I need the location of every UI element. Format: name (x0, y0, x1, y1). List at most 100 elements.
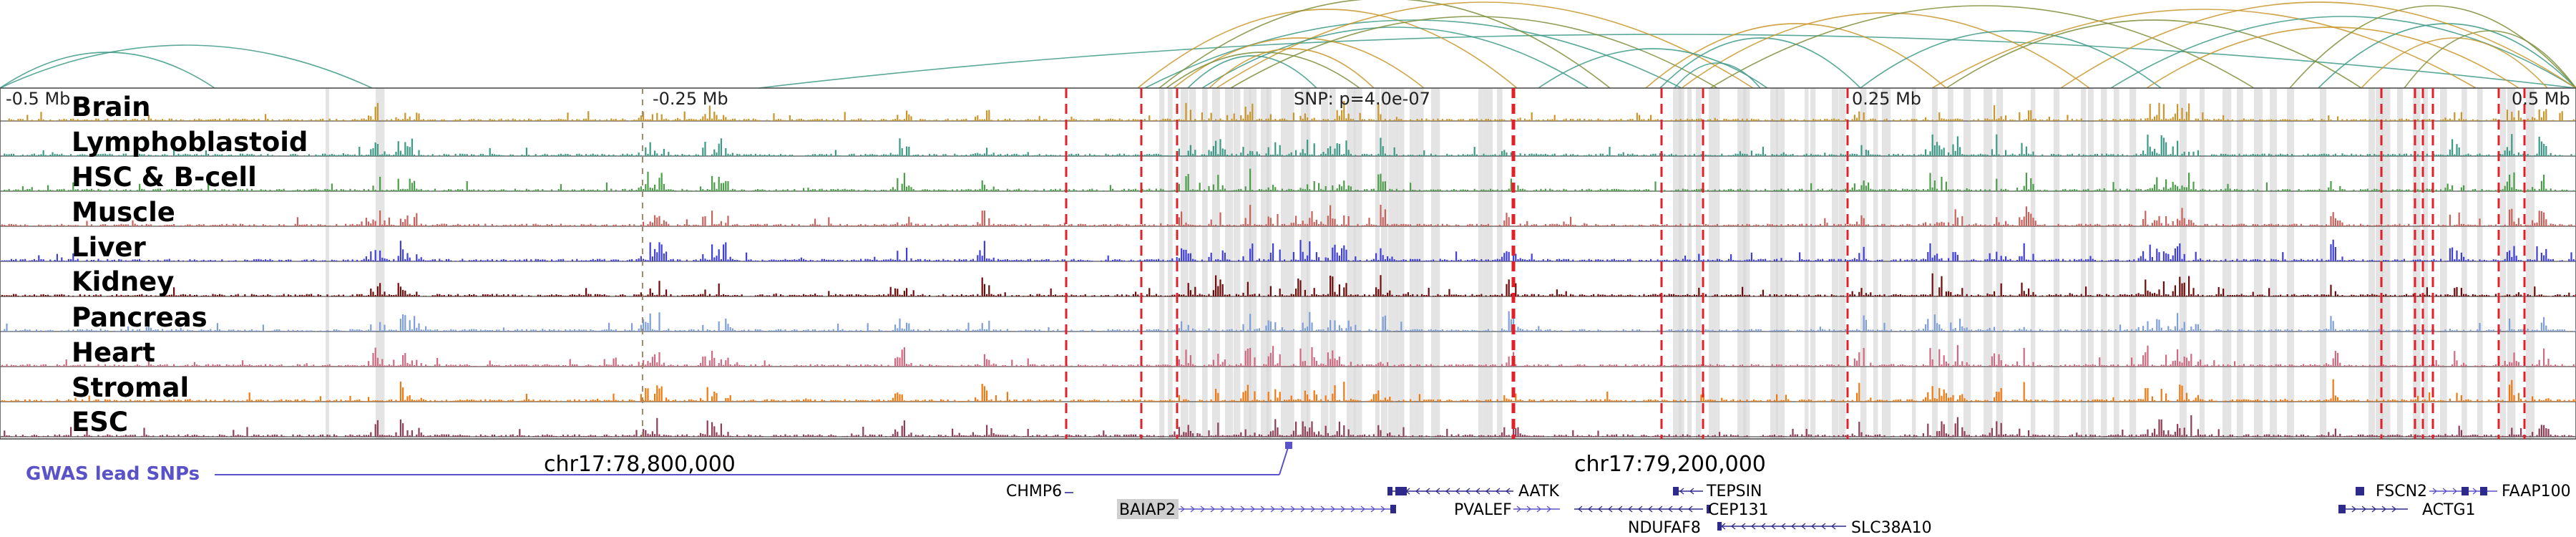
signal-peak (830, 189, 832, 191)
signal-peak (2417, 154, 2419, 156)
signal-peak (2429, 189, 2431, 191)
signal-peak (132, 190, 134, 191)
signal-peak (1405, 120, 1407, 121)
signal-peak (338, 120, 340, 121)
signal-peak (1013, 189, 1015, 191)
signal-peak (2424, 260, 2426, 261)
signal-peak (1872, 154, 1874, 156)
signal-peak (1093, 154, 1096, 156)
signal-peak (489, 118, 491, 121)
signal-peak (2231, 224, 2233, 226)
signal-peak (1760, 154, 1762, 156)
signal-peak (1284, 118, 1286, 121)
signal-peak (2240, 189, 2243, 191)
signal-peak (1874, 225, 1876, 226)
signal-peak (1196, 120, 1199, 121)
signal-peak (2334, 247, 2336, 261)
signal-peak (1927, 252, 1929, 261)
signal-peak (654, 150, 656, 156)
signal-peak (1941, 258, 1943, 261)
signal-peak (2403, 120, 2405, 121)
signal-peak (542, 155, 544, 156)
signal-peak (1906, 155, 1908, 156)
signal-peak (1284, 223, 1286, 226)
signal-peak (1737, 118, 1739, 121)
signal-peak (77, 225, 79, 226)
signal-peak (2128, 223, 2130, 226)
signal-peak (2511, 256, 2513, 261)
signal-peak (1128, 155, 1130, 156)
signal-peak (1189, 145, 1191, 156)
signal-peak (351, 259, 353, 261)
signal-peak (205, 150, 207, 156)
signal-peak (1959, 119, 1961, 121)
signal-peak (2124, 225, 2126, 226)
signal-peak (1787, 224, 1790, 226)
signal-peak (351, 155, 353, 156)
signal-peak (1166, 224, 1169, 226)
signal-peak (1101, 225, 1103, 226)
signal-peak (917, 258, 919, 261)
signal-peak (1352, 260, 1355, 261)
signal-peak (1744, 153, 1746, 156)
signal-peak (2419, 120, 2421, 121)
signal-peak (1135, 154, 1137, 156)
signal-peak (1952, 189, 1954, 191)
signal-peak (1158, 154, 1160, 156)
signal-peak (42, 150, 44, 156)
signal-peak (1174, 120, 1176, 121)
signal-peak (2419, 190, 2421, 191)
signal-peak (1696, 119, 1698, 121)
signal-peak (150, 155, 152, 156)
signal-peak (2286, 154, 2288, 156)
signal-peak (1629, 119, 1631, 121)
signal-peak (1599, 188, 1601, 191)
signal-peak (17, 118, 19, 121)
signal-peak (404, 258, 406, 261)
signal-peak (702, 189, 704, 191)
signal-peak (1118, 153, 1121, 156)
signal-peak (2192, 151, 2195, 156)
signal-peak (2005, 150, 2007, 156)
signal-peak (2368, 225, 2371, 226)
signal-peak (2506, 147, 2508, 156)
signal-peak (1856, 221, 1858, 226)
signal-peak (1842, 154, 1844, 156)
highlight-band (1984, 88, 1993, 439)
signal-peak (1925, 222, 1927, 226)
signal-peak (1233, 225, 1235, 226)
signal-peak (109, 120, 111, 121)
signal-peak (1315, 120, 1317, 121)
signal-peak (2122, 154, 2124, 156)
signal-peak (1391, 256, 1393, 261)
signal-peak (1805, 223, 1807, 226)
signal-peak (2465, 260, 2467, 261)
signal-peak (248, 224, 250, 226)
signal-peak (786, 155, 789, 156)
signal-peak (2460, 252, 2462, 261)
signal-peak (1620, 260, 1622, 261)
signal-peak (1572, 259, 1574, 261)
signal-peak (278, 155, 280, 156)
signal-peak (1682, 188, 1684, 191)
signal-peak (766, 120, 768, 121)
signal-peak (1462, 189, 1464, 191)
signal-peak (2243, 154, 2245, 156)
signal-peak (2094, 224, 2096, 226)
signal-peak (1199, 120, 1201, 121)
signal-peak (1709, 119, 1712, 121)
signal-peak (688, 190, 691, 191)
signal-peak (1810, 183, 1813, 191)
signal-peak (565, 190, 567, 191)
signal-peak (1822, 188, 1824, 191)
highlight-band (1487, 88, 1493, 439)
signal-peak (1727, 155, 1729, 156)
signal-peak (2011, 120, 2014, 121)
signal-peak (288, 259, 290, 261)
signal-peak (1977, 225, 1979, 226)
signal-peak (2488, 154, 2490, 156)
signal-peak (2538, 188, 2540, 191)
signal-peak (796, 190, 798, 191)
signal-peak (2547, 155, 2550, 156)
signal-peak (223, 189, 225, 191)
